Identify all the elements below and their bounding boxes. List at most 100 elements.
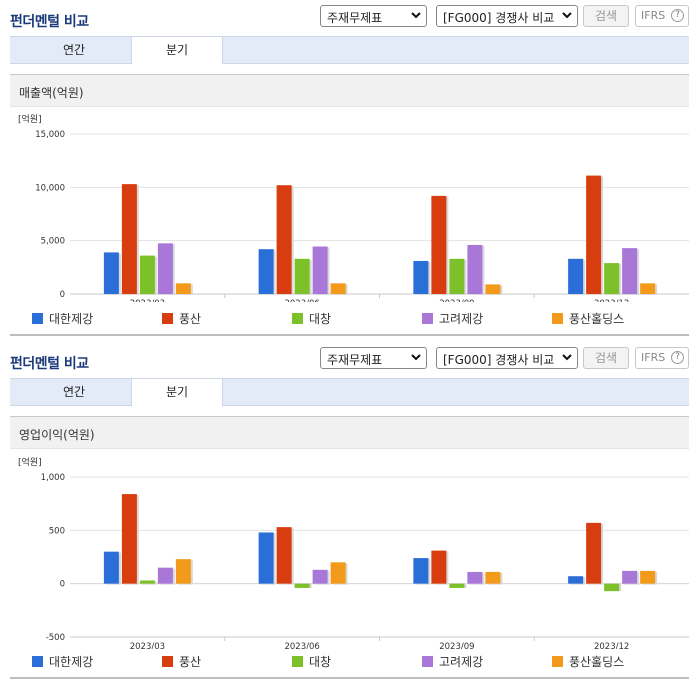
chevron-down-icon [562, 354, 572, 361]
y-tick-label: 500 [49, 526, 65, 536]
legend-item[interactable]: 대창 [292, 310, 331, 327]
bar-2023-09-2[interactable] [449, 258, 465, 294]
bar-2023-09-3[interactable] [467, 571, 483, 584]
period-tabs: 연간 분기 [10, 378, 689, 406]
bar-2023-03-0[interactable] [103, 551, 119, 584]
bar-chart-operating-profit: [억원] -500 0 500 1,000 2023/03 2023/06 2023/09 20… [18, 456, 689, 649]
bar-2023-06-2[interactable] [294, 258, 310, 294]
group-select[interactable]: [FG000] 경쟁사 비교 [436, 5, 578, 27]
chart-legend: 대한제강 풍산 대창 고려제강 풍산홀딩스 [10, 310, 689, 330]
bar-2023-09-1[interactable] [431, 195, 447, 294]
y-tick-label: 0 [60, 290, 65, 300]
tab-quarterly[interactable]: 분기 [131, 36, 223, 64]
search-button[interactable]: 검색 [583, 347, 629, 369]
bar-2023-03-3[interactable] [157, 243, 173, 294]
question-circle-icon[interactable]: ? [671, 9, 684, 22]
group-select-value: [FG000] 경쟁사 비교 [443, 11, 555, 25]
ifrs-button[interactable]: IFRS ? [635, 347, 689, 369]
x-tick-label: 2023/12 [594, 642, 629, 649]
bar-2023-06-3[interactable] [312, 569, 328, 584]
bar-2023-12-2[interactable] [604, 583, 620, 592]
statement-select[interactable]: 주재무제표 [320, 347, 427, 369]
bar-2023-12-4[interactable] [640, 570, 656, 584]
bar-2023-09-4[interactable] [485, 571, 501, 584]
legend-swatch [32, 313, 43, 324]
legend-label: 풍산홀딩스 [569, 655, 625, 669]
bar-2023-09-0[interactable] [413, 558, 429, 584]
legend-swatch [552, 656, 563, 667]
bar-2023-06-3[interactable] [312, 246, 328, 294]
legend-item[interactable]: 대한제강 [32, 310, 93, 327]
legend-item[interactable]: 대한제강 [32, 653, 93, 670]
y-tick-label: 0 [60, 580, 65, 590]
bar-2023-06-1[interactable] [276, 527, 292, 584]
section-header: 펀더멘털 비교 주재무제표 [FG000] 경쟁사 비교 검색 IFRS ? [0, 342, 696, 376]
legend-item[interactable]: 고려제강 [422, 310, 483, 327]
legend-label: 대한제강 [49, 312, 94, 326]
bar-2023-06-0[interactable] [258, 249, 274, 294]
y-unit-label: [억원] [18, 113, 42, 125]
legend-swatch [162, 313, 173, 324]
bar-2023-06-2[interactable] [294, 583, 310, 588]
tab-annual[interactable]: 연간 [62, 43, 86, 57]
bar-2023-12-1[interactable] [586, 175, 602, 294]
search-button[interactable]: 검색 [583, 5, 629, 27]
question-circle-icon[interactable]: ? [671, 351, 684, 364]
legend-label: 풍산 [179, 312, 202, 326]
legend-label: 대창 [309, 312, 332, 326]
bar-2023-09-4[interactable] [485, 284, 501, 294]
y-unit-label: [억원] [18, 456, 42, 468]
bar-2023-06-4[interactable] [330, 283, 346, 294]
ifrs-button[interactable]: IFRS ? [635, 5, 689, 27]
section-header: 펀더멘털 비교 주재무제표 [FG000] 경쟁사 비교 검색 IFRS ? [0, 0, 696, 34]
bar-2023-09-2[interactable] [449, 583, 465, 588]
statement-select-value: 주재무제표 [327, 11, 383, 25]
bar-2023-03-1[interactable] [121, 184, 137, 294]
bar-2023-03-0[interactable] [103, 252, 119, 294]
bar-2023-03-4[interactable] [175, 559, 191, 584]
ifrs-label: IFRS [641, 9, 666, 22]
y-tick-label: 10,000 [35, 183, 65, 193]
bar-2023-09-1[interactable] [431, 550, 447, 584]
ifrs-label: IFRS [641, 351, 666, 364]
bar-2023-03-4[interactable] [175, 283, 191, 294]
bar-2023-03-2[interactable] [139, 580, 155, 584]
bar-2023-03-1[interactable] [121, 494, 137, 584]
bar-2023-12-3[interactable] [622, 248, 638, 294]
legend-item[interactable]: 풍산홀딩스 [552, 310, 624, 327]
bar-2023-12-4[interactable] [640, 283, 656, 294]
legend-swatch [292, 656, 303, 667]
bar-2023-12-2[interactable] [604, 263, 620, 294]
bar-2023-06-4[interactable] [330, 562, 346, 584]
legend-item[interactable]: 고려제강 [422, 653, 483, 670]
legend-item[interactable]: 대창 [292, 653, 331, 670]
bar-2023-12-1[interactable] [586, 522, 602, 584]
chevron-down-icon [562, 12, 572, 19]
legend-label: 고려제강 [439, 655, 484, 669]
legend-label: 고려제강 [439, 312, 484, 326]
bar-2023-06-1[interactable] [276, 185, 292, 294]
legend-item[interactable]: 풍산홀딩스 [552, 653, 624, 670]
y-tick-label: -500 [46, 633, 65, 643]
tab-annual[interactable]: 연간 [62, 385, 86, 399]
legend-swatch [552, 313, 563, 324]
x-tick-label: 2023/06 [284, 642, 319, 649]
bar-2023-12-0[interactable] [568, 258, 584, 294]
legend-swatch [422, 313, 433, 324]
legend-swatch [32, 656, 43, 667]
chart-panel: 매출액(억원) [억원] 0 5,000 10,000 15,000 2023/03 202… [10, 74, 689, 336]
section-title: 펀더멘털 비교 [10, 356, 89, 372]
group-select[interactable]: [FG000] 경쟁사 비교 [436, 347, 578, 369]
tab-quarterly[interactable]: 분기 [131, 378, 223, 406]
legend-item[interactable]: 풍산 [162, 310, 201, 327]
statement-select[interactable]: 주재무제표 [320, 5, 427, 27]
legend-item[interactable]: 풍산 [162, 653, 201, 670]
bar-2023-12-0[interactable] [568, 576, 584, 584]
bar-2023-03-2[interactable] [139, 255, 155, 294]
bar-2023-06-0[interactable] [258, 532, 274, 584]
bar-2023-12-3[interactable] [622, 570, 638, 584]
bar-2023-09-3[interactable] [467, 244, 483, 294]
bar-2023-03-3[interactable] [157, 567, 173, 584]
bar-2023-09-0[interactable] [413, 260, 429, 294]
chart-title: 영업이익(억원) [19, 428, 95, 442]
